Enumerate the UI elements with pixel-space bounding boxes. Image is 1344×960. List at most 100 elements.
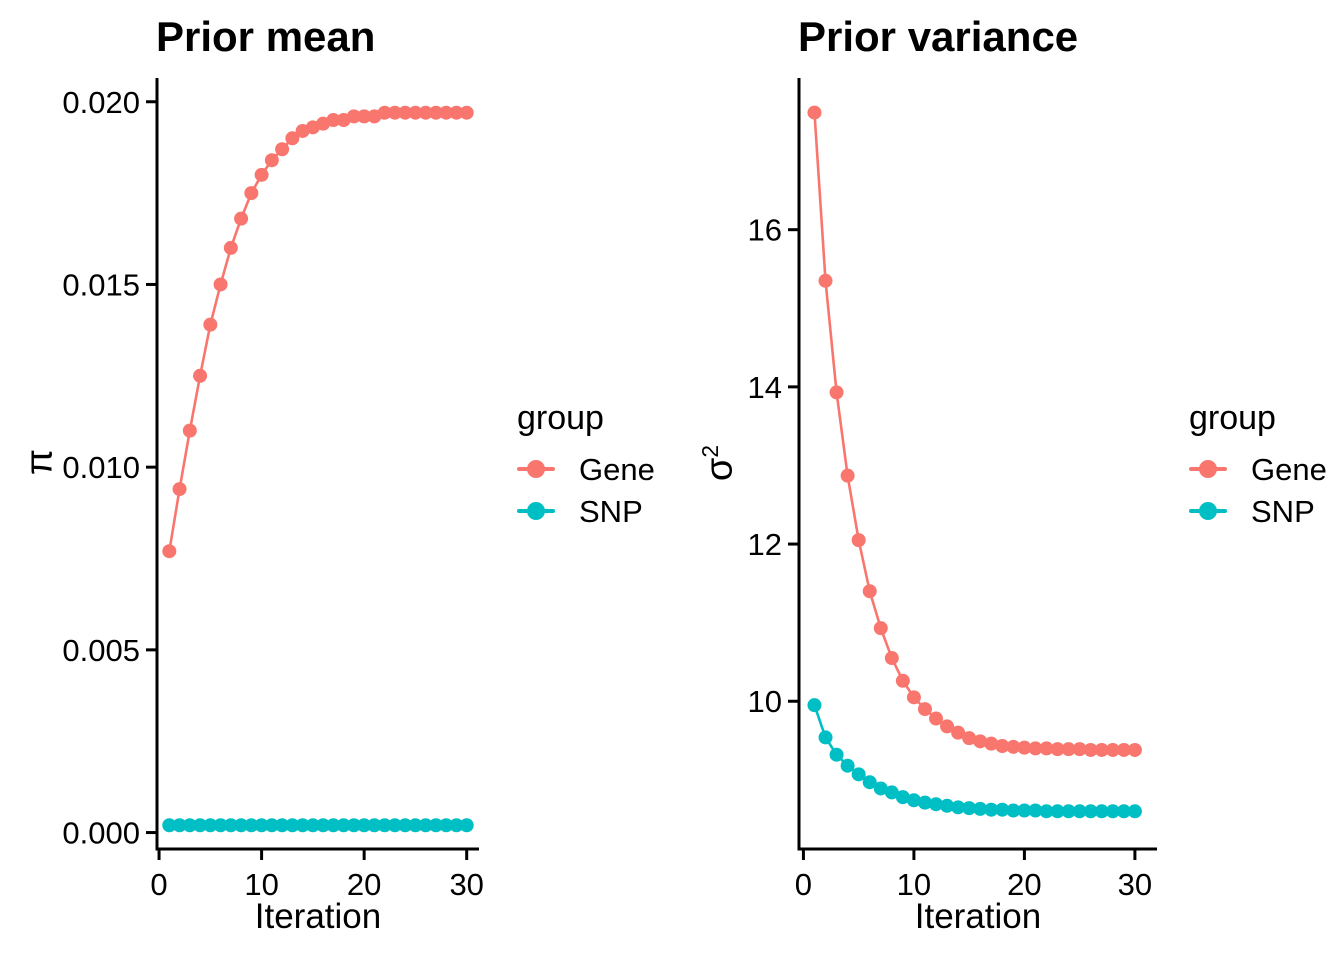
legend-title: group — [1189, 399, 1276, 437]
legend-title: group — [517, 399, 604, 437]
data-point-snp — [1017, 803, 1032, 818]
x-tick-label: 10 — [244, 867, 278, 902]
data-point-snp — [807, 698, 822, 713]
data-point-gene — [940, 719, 955, 734]
data-point-gene — [1061, 742, 1076, 757]
series-gene — [807, 105, 1142, 757]
x-tick-label: 30 — [449, 867, 483, 902]
data-point-gene — [285, 131, 300, 146]
data-point-snp — [367, 818, 382, 833]
data-point-snp — [862, 775, 877, 790]
data-point-gene — [387, 105, 402, 120]
data-point-gene — [1127, 742, 1142, 757]
y-axis-title-pi-text: π — [18, 448, 61, 476]
data-point-snp — [829, 747, 844, 762]
data-point-gene — [818, 273, 833, 288]
data-point-snp — [1050, 804, 1065, 819]
x-tick-label: 0 — [150, 867, 167, 902]
data-point-gene — [182, 423, 197, 438]
data-point-snp — [884, 785, 899, 800]
gene-line-dot-swatch — [517, 459, 555, 479]
gene-swatch-dot — [1199, 460, 1217, 478]
data-point-snp — [929, 797, 944, 812]
data-point-gene — [408, 105, 423, 120]
data-point-gene — [862, 584, 877, 599]
data-point-gene — [840, 468, 855, 483]
data-point-gene — [1050, 742, 1065, 757]
series-line-gene — [168, 111, 467, 552]
data-point-gene — [884, 651, 899, 666]
data-point-gene — [984, 736, 999, 751]
data-point-snp — [1094, 804, 1109, 819]
snp-line-dot-swatch — [517, 501, 555, 521]
data-point-gene — [1039, 741, 1054, 756]
data-point-snp — [172, 818, 187, 833]
data-point-snp — [973, 801, 988, 816]
data-point-snp — [906, 793, 921, 808]
y-axis-title-sigma-squared: σ2 — [678, 431, 742, 495]
y-tick-label: 0.005 — [62, 633, 140, 668]
data-point-snp — [182, 818, 197, 833]
y-tick-label: 12 — [748, 527, 782, 562]
snp-swatch-dot — [527, 502, 545, 520]
data-point-snp — [326, 818, 341, 833]
data-point-snp — [408, 818, 423, 833]
y-tick-label: 14 — [748, 370, 782, 405]
data-point-snp — [377, 818, 392, 833]
data-point-gene — [1116, 742, 1131, 757]
data-point-snp — [418, 818, 433, 833]
x-tick-label: 30 — [1118, 867, 1152, 902]
data-point-snp — [398, 818, 413, 833]
data-point-snp — [1105, 804, 1120, 819]
data-point-gene — [326, 113, 341, 128]
data-point-gene — [1083, 742, 1098, 757]
data-point-gene — [873, 621, 888, 636]
data-point-snp — [264, 818, 279, 833]
data-point-gene — [254, 167, 269, 182]
data-point-gene — [1094, 742, 1109, 757]
data-point-gene — [962, 731, 977, 746]
plot-title-prior-mean: Prior mean — [156, 13, 376, 60]
data-point-snp — [449, 818, 464, 833]
data-point-snp — [962, 801, 977, 816]
legend-item-gene: Gene — [517, 448, 655, 490]
data-point-gene — [172, 482, 187, 497]
y-tick-label: 0.015 — [62, 267, 140, 302]
data-point-snp — [995, 802, 1010, 817]
data-point-snp — [244, 818, 259, 833]
data-point-gene — [906, 690, 921, 705]
data-point-gene — [428, 105, 443, 120]
data-point-gene — [807, 105, 822, 120]
data-point-gene — [162, 544, 177, 559]
y-tick-label: 16 — [748, 213, 782, 248]
data-point-snp — [917, 795, 932, 810]
chart-panel-1: 10 12 14 16 0 10 20 30 — [748, 78, 1157, 902]
x-tick-label: 20 — [1007, 867, 1041, 902]
data-point-snp — [1061, 804, 1076, 819]
data-point-gene — [929, 711, 944, 726]
legend-right: group Gene SNP — [1189, 398, 1327, 532]
data-point-snp — [295, 818, 310, 833]
data-point-snp — [895, 790, 910, 805]
legend-item-snp: SNP — [517, 490, 655, 532]
data-point-snp — [459, 818, 474, 833]
data-point-snp — [984, 802, 999, 817]
data-point-snp — [1072, 804, 1087, 819]
data-point-snp — [275, 818, 290, 833]
data-point-gene — [895, 673, 910, 688]
y-axis-title-sigma-sup: 2 — [697, 444, 723, 458]
data-point-snp — [1127, 804, 1142, 819]
data-point-gene — [418, 105, 433, 120]
gene-line-dot-swatch — [1189, 459, 1227, 479]
y-tick-label: 0.000 — [62, 816, 140, 851]
x-axis-title-iteration-left: Iteration — [254, 897, 382, 936]
y-axis-title-pi: π — [0, 430, 62, 494]
data-point-snp — [357, 818, 372, 833]
series-line-gene — [813, 112, 1135, 752]
y-tick-label: 10 — [748, 684, 782, 719]
data-point-gene — [213, 277, 228, 292]
x-tick-label: 20 — [347, 867, 381, 902]
data-point-snp — [305, 818, 320, 833]
